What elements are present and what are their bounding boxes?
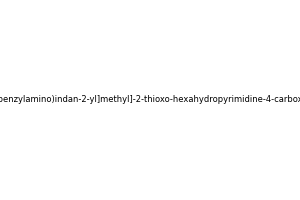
Text: N-[[2-(benzylamino)indan-2-yl]methyl]-2-thioxo-hexahydropyrimidine-4-carboxamide: N-[[2-(benzylamino)indan-2-yl]methyl]-2-… <box>0 96 300 104</box>
